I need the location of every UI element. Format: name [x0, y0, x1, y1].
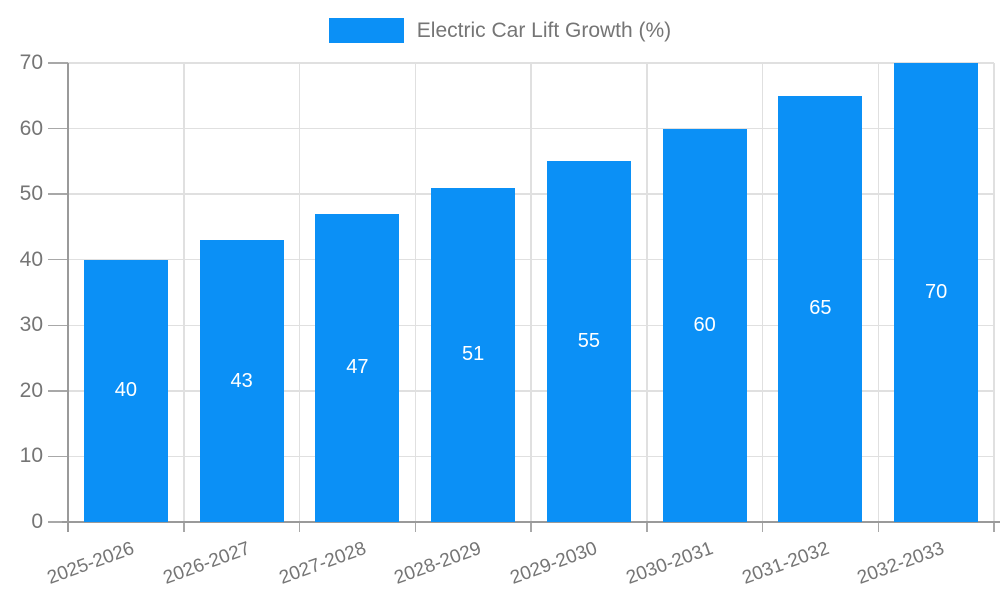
x-tick	[183, 522, 185, 532]
bar-value-label: 70	[925, 281, 948, 303]
bar-value-label: 55	[577, 330, 600, 353]
x-axis-tick-label: 2027-2028	[275, 538, 369, 589]
y-tick	[48, 62, 68, 64]
y-tick	[48, 193, 68, 195]
y-axis-tick-label: 50	[19, 182, 43, 206]
y-axis-tick-label: 70	[19, 51, 43, 74]
x-gridline	[646, 63, 648, 522]
bar-value-label: 40	[114, 379, 137, 402]
bar[interactable]: 70	[894, 63, 979, 522]
x-axis-tick-label: 2030-2031	[623, 538, 716, 589]
x-tick	[530, 522, 532, 532]
x-gridline	[993, 63, 995, 522]
bar[interactable]: 47	[315, 213, 400, 522]
x-gridline	[877, 63, 879, 522]
y-axis-tick-label: 20	[19, 378, 43, 402]
bar[interactable]: 43	[199, 240, 284, 522]
bar[interactable]: 65	[778, 95, 863, 522]
y-tick	[48, 324, 68, 327]
x-tick	[993, 522, 995, 532]
x-axis-line	[62, 521, 1000, 523]
x-tick	[414, 522, 416, 532]
bar-value-label: 51	[462, 343, 485, 366]
bar[interactable]: 55	[546, 161, 631, 522]
x-tick	[298, 522, 301, 532]
x-tick	[877, 522, 879, 532]
legend-swatch-icon	[328, 18, 404, 43]
x-gridline	[761, 63, 764, 522]
y-axis-line	[67, 63, 69, 532]
x-tick	[646, 522, 648, 532]
y-tick	[48, 390, 68, 392]
x-axis-tick-label: 2031-2032	[738, 538, 832, 589]
bar[interactable]: 60	[662, 128, 747, 522]
x-gridline	[414, 63, 416, 522]
y-tick	[48, 455, 68, 458]
y-axis-tick-label: 60	[19, 116, 43, 140]
bar-value-label: 65	[809, 297, 832, 320]
y-axis-tick-label: 30	[19, 313, 43, 337]
legend-label: Electric Car Lift Growth (%)	[416, 18, 672, 42]
y-axis-tick-label: 10	[19, 444, 43, 468]
y-axis-tick-label: 0	[31, 510, 43, 533]
bar-value-label: 47	[346, 356, 369, 379]
bar[interactable]: 40	[83, 259, 168, 522]
x-gridline	[298, 63, 301, 522]
x-axis-tick-label: 2032-2033	[854, 538, 948, 589]
x-axis-tick-label: 2029-2030	[507, 538, 601, 589]
legend[interactable]: Electric Car Lift Growth (%)	[0, 18, 1000, 43]
bar-value-label: 60	[693, 313, 716, 336]
x-axis-tick-label: 2028-2029	[391, 538, 485, 589]
x-gridline	[183, 63, 185, 522]
x-axis-tick-label: 2026-2027	[160, 538, 253, 589]
bar-value-label: 43	[230, 369, 253, 392]
y-tick	[48, 521, 68, 523]
x-tick	[761, 522, 764, 532]
y-axis-tick-label: 40	[19, 247, 43, 271]
x-axis-tick-label: 2025-2026	[44, 538, 138, 589]
x-gridline	[530, 63, 532, 522]
bar[interactable]: 51	[431, 187, 516, 522]
y-tick	[48, 258, 68, 261]
y-tick	[48, 127, 68, 130]
